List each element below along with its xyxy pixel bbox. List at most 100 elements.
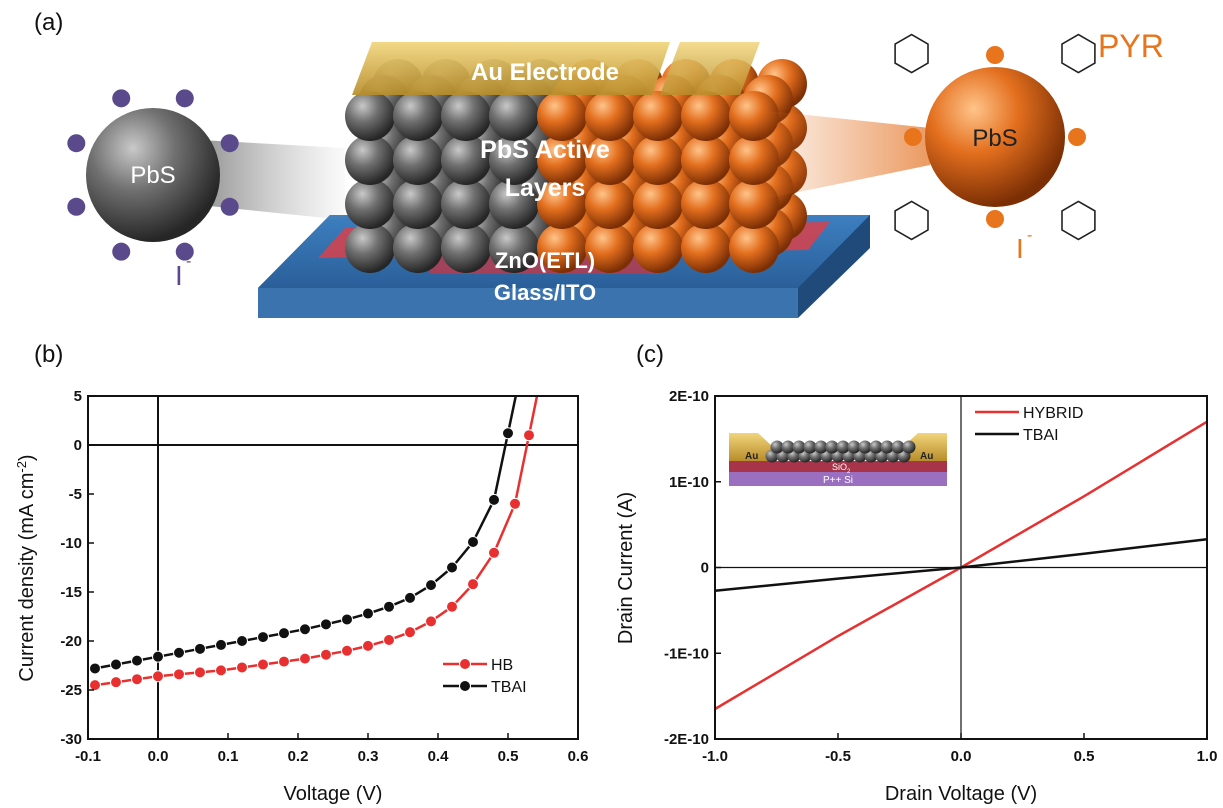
inset-nanoparticle <box>858 440 872 454</box>
y-tick-label: 2E-10 <box>669 388 709 405</box>
data-point-hb <box>523 429 535 442</box>
data-point-tbai <box>488 493 500 506</box>
data-point-hb <box>404 626 416 639</box>
jv-x-axis-label: Voltage (V) <box>284 783 383 805</box>
y-tick-label: -2E-10 <box>664 731 709 748</box>
nanoparticle <box>441 135 491 185</box>
legend-label: HYBRID <box>1023 405 1083 422</box>
data-point-hb <box>488 546 500 559</box>
data-point-hb <box>257 658 269 671</box>
x-tick-label: 0.1 <box>218 748 239 765</box>
inset-nanoparticles <box>765 440 916 463</box>
jv-y-axis-label: Current density (mA cm-2) <box>14 454 39 681</box>
jv-y-axis-label-text: Current density (mA cm <box>16 473 38 682</box>
inset-oxide-label: SiO2 <box>832 462 851 475</box>
y-tick-label: -20 <box>60 633 82 650</box>
jv-chart: -0.1 0.0 0.1 0.2 0.3 0.4 0.5 0.6 5 0 -5 -10 -15 -20 -… <box>14 388 589 805</box>
inset-au-left <box>729 433 772 461</box>
data-point-tbai <box>362 607 374 620</box>
inset-nanoparticle <box>869 440 883 454</box>
data-point-tbai <box>425 579 437 592</box>
panel-label-c: (c) <box>636 341 664 368</box>
nanoparticle <box>537 223 587 273</box>
series-line-tbai <box>714 537 1208 592</box>
data-point-tbai <box>89 662 101 675</box>
data-point-hb <box>383 634 395 647</box>
legend-marker <box>459 658 471 670</box>
data-point-tbai <box>215 638 227 651</box>
active-layer-label-1: PbS Active <box>480 136 610 164</box>
data-point-hb <box>173 668 185 681</box>
pyridine-ring <box>894 200 929 241</box>
iodide-ligand <box>904 128 922 146</box>
nanoparticle <box>537 179 587 229</box>
data-point-tbai <box>320 618 332 631</box>
nanoparticle <box>633 91 683 141</box>
x-tick-label: -0.1 <box>75 748 101 765</box>
y-tick-label: -15 <box>60 584 82 601</box>
au-electrode-bar <box>352 42 670 95</box>
nanoparticle <box>345 135 395 185</box>
iodide-ligand <box>67 197 86 216</box>
data-point-hb <box>278 655 290 668</box>
inset-nanoparticle <box>902 440 916 454</box>
nanoparticle <box>489 91 539 141</box>
nanoparticle <box>681 223 731 273</box>
schematic: Au Electrode PbS Active Layers ZnO(ETL) … <box>67 28 1164 318</box>
data-point-hb <box>446 600 458 613</box>
legend-label: HB <box>491 657 513 674</box>
y-tick-label: 5 <box>74 388 82 405</box>
etl-label: ZnO(ETL) <box>495 248 595 273</box>
y-tick-label: -10 <box>60 535 82 552</box>
iodide-ligand <box>112 242 131 261</box>
data-point-tbai <box>278 627 290 640</box>
data-point-hb <box>320 648 332 661</box>
substrate-side <box>798 215 870 318</box>
jv-legend: HB TBAI <box>443 657 527 696</box>
left-nanoparticle: PbS <box>67 89 239 261</box>
nanoparticle <box>393 91 443 141</box>
data-point-tbai <box>383 600 395 613</box>
nanoparticle <box>585 179 635 229</box>
data-point-hb <box>425 615 437 628</box>
x-tick-label: -1.0 <box>702 748 728 765</box>
data-point-tbai <box>110 658 122 671</box>
legend-label: TBAI <box>491 679 527 696</box>
nanoparticle <box>537 91 587 141</box>
nanoparticle <box>537 135 587 185</box>
inset-oxide <box>729 461 947 472</box>
fet-inset: Au Au SiO2 P++ Si <box>729 433 947 486</box>
right-nanoparticle: PbS <box>894 33 1096 241</box>
panel-label-b: (b) <box>34 341 63 368</box>
x-tick-label: 0.5 <box>498 748 519 765</box>
data-point-hb <box>236 661 248 674</box>
inset-oxide-sub: 2 <box>847 469 851 475</box>
data-point-tbai <box>467 536 479 549</box>
iodide-ligand <box>986 46 1004 64</box>
legend-marker <box>459 680 471 692</box>
inset-nanoparticle <box>847 440 861 454</box>
nanoparticle <box>345 179 395 229</box>
inset-si-label: P++ Si <box>823 475 853 486</box>
inset-au-right-label: Au <box>920 451 933 462</box>
nanoparticle <box>633 179 683 229</box>
x-tick-label: 0.0 <box>148 748 169 765</box>
nanoparticle <box>585 91 635 141</box>
inset-nanoparticle <box>836 440 850 454</box>
iodide-ligand <box>220 134 239 153</box>
data-point-tbai <box>131 654 143 667</box>
x-tick-label: 0.4 <box>428 748 450 765</box>
iodide-ligand <box>175 242 194 261</box>
iodide-ligand <box>1068 128 1086 146</box>
inset-nanoparticle <box>781 440 795 454</box>
nanoparticle <box>681 179 731 229</box>
data-point-hb <box>89 679 101 692</box>
pyr-label: PYR <box>1098 28 1164 64</box>
right-ion-label: I <box>1016 233 1024 264</box>
nanoparticle <box>489 223 539 273</box>
panel-label-a: (a) <box>34 9 63 36</box>
data-point-tbai <box>194 642 206 655</box>
y-tick-label: -1E-10 <box>664 645 709 662</box>
nanoparticle <box>489 179 539 229</box>
